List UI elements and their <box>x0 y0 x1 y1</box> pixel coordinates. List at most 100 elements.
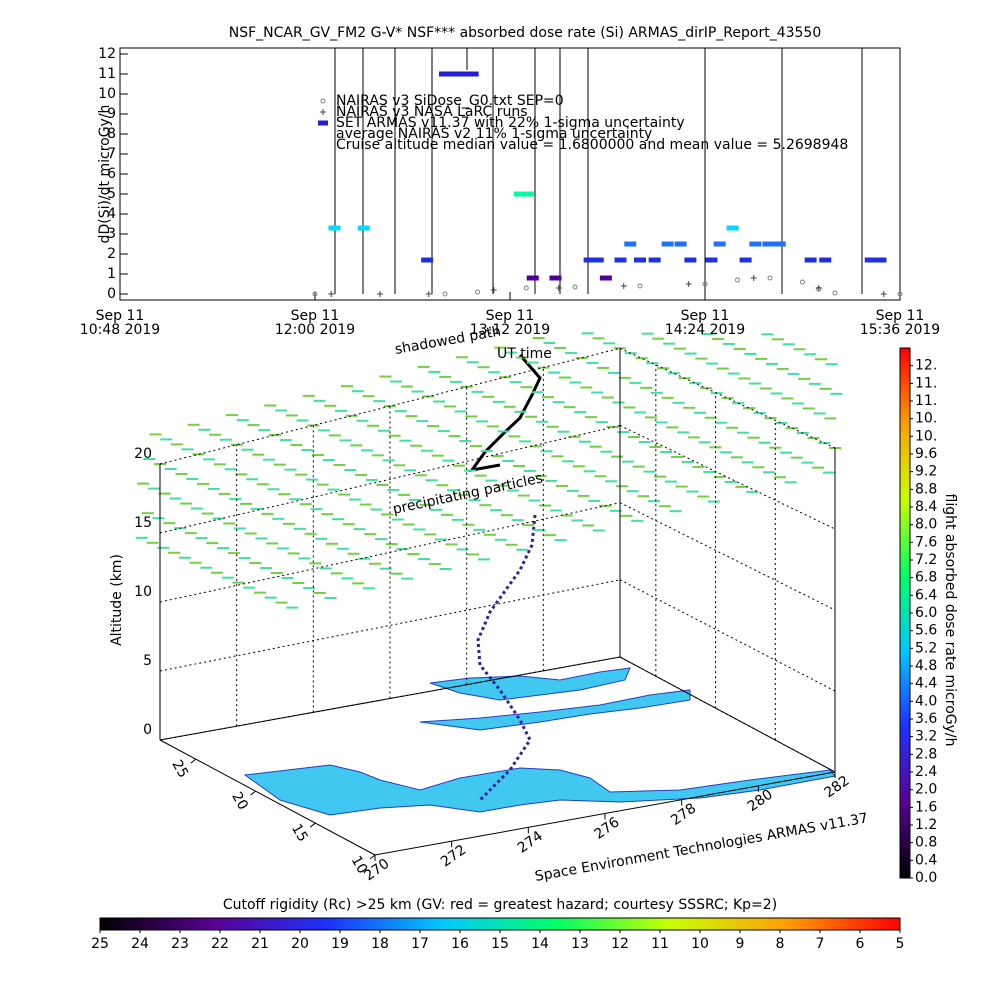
x-tick-label: 276 <box>591 814 622 842</box>
y-tick-label: 4 <box>107 206 116 222</box>
legend-marker <box>318 120 328 126</box>
y-tick-label: 15 <box>288 821 311 844</box>
annotation: precipitating particles <box>391 470 544 517</box>
armas-point <box>521 191 534 197</box>
grid-line <box>619 425 836 530</box>
model-point <box>475 289 480 295</box>
z-tick-label: 15 <box>134 515 152 531</box>
colorbar-tick-label: 11 <box>651 936 669 952</box>
spikes <box>334 48 863 294</box>
plot-frame <box>119 47 901 301</box>
y-tick-label: 3 <box>107 226 116 242</box>
z-tick-label: 20 <box>134 446 152 462</box>
y-tick-label: 9 <box>107 106 116 122</box>
z-tick-label: 10 <box>134 584 152 600</box>
model-plus <box>425 291 432 297</box>
armas-point <box>439 71 451 77</box>
model-plus <box>750 275 757 281</box>
armas-point <box>749 241 762 247</box>
y-tick <box>250 790 256 796</box>
colorbar-tick-label: 0.0 <box>915 870 937 886</box>
armas-point <box>328 225 341 231</box>
colorbar-tick-label: 6.4 <box>915 587 937 603</box>
annotation: average NAIRAS v2 11% 1-sigma uncertaint… <box>336 126 652 142</box>
colorbar-tick-label: 9 <box>736 936 745 952</box>
armas-point <box>726 225 739 231</box>
colorbar-tick-label: 15 <box>491 936 509 952</box>
colorbar-tick-label: 2.0 <box>915 782 937 798</box>
armas-point <box>624 241 637 247</box>
armas-point <box>864 257 877 263</box>
colorbar-tick-label: 0.8 <box>915 835 937 851</box>
x-tick-label: Sep 11 13:12 2019 <box>469 308 551 338</box>
armas-point <box>648 257 661 263</box>
colorbar-tick-label: 10 <box>691 936 709 952</box>
colorbar-tick-label: 23 <box>171 936 189 952</box>
colorbar <box>899 347 911 879</box>
y-tick-label: 10 <box>348 853 371 876</box>
model-plus <box>555 285 562 291</box>
colorbar <box>99 917 901 931</box>
armas-point <box>591 257 604 263</box>
colorbar-tick-label: 24 <box>131 936 149 952</box>
colorbar-tick-label: 7 <box>816 936 825 952</box>
grid-line <box>159 424 621 534</box>
model-point <box>897 291 903 297</box>
y-tick-label: 10 <box>98 86 116 102</box>
model-point <box>312 291 318 297</box>
grid-line <box>619 579 836 692</box>
x-tick-label: Sep 11 10:48 2019 <box>79 308 161 338</box>
model-point <box>572 284 578 290</box>
x-tick-label: Sep 11 12:00 2019 <box>274 308 356 338</box>
colorbar-tick-label: 2.8 <box>915 746 937 762</box>
model-point <box>800 279 805 285</box>
map <box>243 667 836 816</box>
armas-point <box>549 275 562 281</box>
model-plus <box>685 281 692 287</box>
colorbar-tick-label: 4.4 <box>915 676 937 692</box>
model-point <box>702 281 708 287</box>
colorbar-tick-label: 7.6 <box>915 534 937 550</box>
y-tick <box>369 854 376 860</box>
flight-path-low <box>476 514 537 802</box>
colorbar-tick-label: 3.6 <box>915 711 937 727</box>
grid-line <box>619 502 836 611</box>
colorbar-tick-label: 4.0 <box>915 693 937 709</box>
legend-label: SET ARMAS v11.37 with 22% 1-sigma uncert… <box>336 115 685 131</box>
y-tick-label: 8 <box>107 126 116 142</box>
armas-point <box>614 257 627 263</box>
model-plus <box>880 291 887 297</box>
colorbar-tick-label: 16 <box>451 936 469 952</box>
colorbar-label: flight absorbed dose rate microGy/h <box>942 494 958 747</box>
z-tick-label: 5 <box>143 653 152 669</box>
colorbar-tick-label: 5 <box>896 936 905 952</box>
model-point <box>767 275 773 281</box>
colorbar-tick-label: 13 <box>571 936 589 952</box>
legend-label: NAIRAS v3 SiDose_G0.txt SEP=0 <box>336 93 564 109</box>
x-tick-label: Sep 11 15:36 2019 <box>859 308 941 338</box>
colorbar-tick-label: 5.6 <box>915 623 937 639</box>
colorbar-tick-label: 20 <box>291 936 309 952</box>
armas-point <box>458 71 471 77</box>
y-tick-label: 0 <box>107 286 116 302</box>
armas-point <box>674 241 687 247</box>
armas-point <box>661 241 674 247</box>
colorbar-tick-label: 1.2 <box>915 817 937 833</box>
colorbar-tick-label: 8.8 <box>915 481 937 497</box>
x-tick-label: Sep 11 14:24 2019 <box>664 308 746 338</box>
colorbar-tick-label: 7.2 <box>915 552 937 568</box>
armas-point <box>874 257 887 263</box>
armas-point <box>357 225 370 231</box>
armas-point <box>526 275 539 281</box>
armas-point <box>448 71 461 77</box>
x-tick-label: 274 <box>515 828 546 856</box>
chart-title: NSF_NCAR_GV_FM2 G-V* NSF*** absorbed dos… <box>229 25 822 41</box>
colorbar-tick-label: 25 <box>91 936 109 952</box>
colorbar-tick-label: 2.4 <box>915 764 937 780</box>
model-point <box>523 285 529 291</box>
colorbar-tick-label: 6.8 <box>915 570 937 586</box>
model-point <box>735 277 740 283</box>
armas-point <box>739 257 752 263</box>
z-tick-label: 0 <box>143 722 152 738</box>
